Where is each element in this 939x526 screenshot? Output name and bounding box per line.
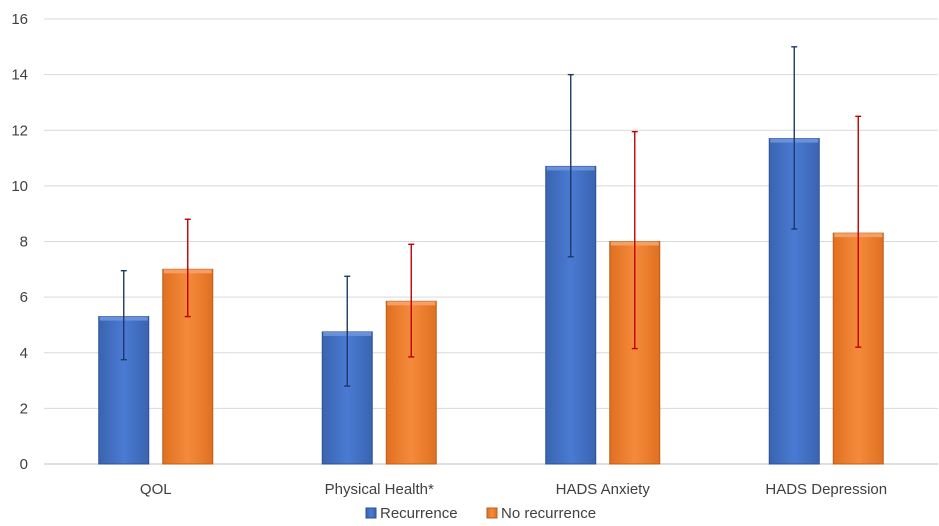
legend-swatch-no-recurrence <box>486 507 498 519</box>
legend-label: No recurrence <box>501 505 596 522</box>
y-tick-label: 10 <box>11 178 28 195</box>
y-tick-label: 14 <box>11 67 28 84</box>
y-tick-label: 2 <box>20 400 28 417</box>
bars <box>98 138 884 465</box>
y-tick-label: 12 <box>11 122 28 139</box>
legend-swatch-recurrence <box>365 507 377 519</box>
legend-label: Recurrence <box>380 505 458 522</box>
legend: Recurrence No recurrence <box>365 505 596 522</box>
y-tick-label: 4 <box>20 345 28 362</box>
x-category-label: HADS Anxiety <box>556 481 651 498</box>
y-tick-label: 8 <box>20 234 28 251</box>
x-axis-category-labels: QOL Physical Health* HADS Anxiety HADS Depr… <box>140 481 887 498</box>
error-bars <box>120 46 862 387</box>
x-category-label: HADS Depression <box>765 481 887 498</box>
y-tick-label: 16 <box>11 11 28 28</box>
x-category-label: QOL <box>140 481 172 498</box>
x-category-label: Physical Health* <box>325 481 434 498</box>
y-tick-label: 0 <box>20 456 28 473</box>
y-tick-label: 6 <box>20 289 28 306</box>
y-axis-tick-labels: 0 2 4 6 8 10 12 14 16 <box>11 11 28 473</box>
